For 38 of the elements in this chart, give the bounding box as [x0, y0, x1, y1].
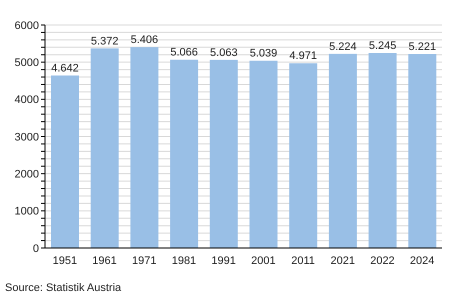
bar: [408, 54, 436, 248]
data-label: 5.224: [329, 40, 357, 53]
x-tick-label: 1951: [52, 254, 78, 267]
y-tick-label: 2000: [14, 168, 39, 181]
y-tick-label: 4000: [14, 94, 39, 106]
x-tick-label: 1981: [172, 254, 196, 267]
y-tick-label: 5000: [14, 57, 39, 70]
bar: [210, 60, 238, 248]
x-tick-label: 2021: [330, 254, 355, 267]
y-tick-label: 6000: [14, 20, 39, 32]
bar: [328, 54, 357, 248]
x-tick-label: 2024: [410, 254, 434, 267]
data-label: 5.063: [210, 46, 238, 59]
source-note: Source: Statistik Austria: [5, 282, 122, 294]
x-tick-label: 1961: [92, 254, 117, 267]
x-tick-label: 1971: [132, 254, 156, 267]
y-tick-label: 0: [32, 242, 39, 255]
data-label: 4.642: [51, 62, 79, 74]
bar: [130, 47, 158, 248]
y-tick-label: 3000: [14, 131, 39, 144]
data-label: 5.372: [90, 35, 118, 48]
data-label: 5.245: [368, 40, 396, 52]
bar: [250, 60, 278, 248]
y-tick-label: 1000: [14, 206, 39, 218]
data-label: 4.971: [289, 50, 317, 62]
data-label: 5.406: [130, 34, 158, 46]
x-tick-label: 2001: [251, 254, 276, 267]
x-tick-label: 2011: [291, 254, 315, 267]
bar: [170, 60, 198, 248]
data-label: 5.066: [170, 46, 198, 59]
bar: [51, 75, 79, 248]
bar: [368, 53, 397, 248]
bar: [90, 48, 119, 248]
data-label: 5.039: [250, 48, 278, 60]
x-tick-label: 1991: [211, 254, 236, 267]
x-tick-label: 2022: [370, 254, 395, 267]
bar: [289, 63, 318, 248]
data-label: 5.221: [408, 40, 436, 53]
